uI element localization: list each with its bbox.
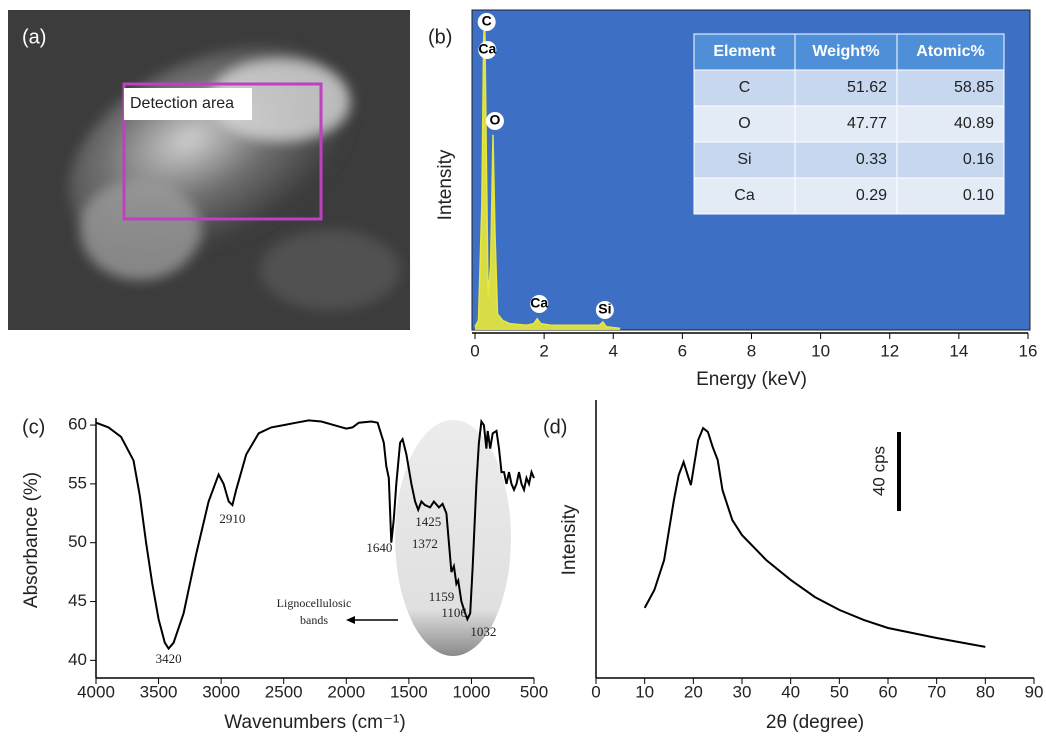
peak-label: 1106 — [441, 605, 467, 620]
y-tick-label: 55 — [68, 473, 87, 492]
x-tick-label: 50 — [830, 682, 849, 701]
peak-label: 1640 — [366, 540, 392, 555]
table-text: 0.16 — [963, 151, 994, 168]
x-tick-label: 80 — [976, 682, 995, 701]
x-tick-label: 0 — [591, 682, 600, 701]
panel-label: (a) — [22, 26, 46, 48]
x-tick-label: 0 — [470, 341, 479, 360]
peak-label: 3420 — [156, 651, 182, 666]
table-header: Atomic% — [916, 43, 984, 60]
x-tick-label: 3000 — [202, 682, 240, 701]
x-tick-label: 12 — [880, 341, 899, 360]
peak-label: O — [490, 112, 501, 128]
scale-bar-label: 40 cps — [869, 446, 888, 496]
peak-label: 2910 — [219, 511, 245, 526]
x-tick-label: 70 — [927, 682, 946, 701]
x-tick-label: 40 — [781, 682, 800, 701]
panel-label: (b) — [428, 26, 452, 48]
x-tick-label: 4 — [609, 341, 618, 360]
panel-label: (d) — [543, 416, 567, 438]
table-text: Si — [737, 151, 751, 168]
peak-label: 1159 — [429, 589, 455, 604]
arrow-head — [346, 616, 355, 624]
x-tick-label: 1500 — [390, 682, 428, 701]
table-header: Element — [713, 43, 776, 60]
table-text: 40.89 — [954, 115, 994, 132]
y-tick-label: 45 — [68, 591, 87, 610]
x-tick-label: 2 — [539, 341, 548, 360]
figure: Detection area (a) 40 cps 0 2 4 6 8 10 12 14 16 E… — [0, 0, 1046, 743]
y-axis-label: Absorbance (%) — [21, 472, 42, 608]
table-text: O — [738, 115, 750, 132]
x-tick-label: 6 — [678, 341, 687, 360]
sem-image: Detection area (a) — [8, 5, 410, 330]
peak-label: 1425 — [415, 514, 441, 529]
table-text: 58.85 — [954, 79, 994, 96]
table-text: Ca — [734, 187, 755, 204]
table-text: 0.10 — [963, 187, 994, 204]
x-tick-label: 30 — [733, 682, 752, 701]
x-tick-label: 20 — [684, 682, 703, 701]
y-tick-label: 60 — [68, 415, 87, 434]
y-tick-label: 40 — [68, 650, 87, 669]
table-text: 0.33 — [856, 151, 887, 168]
x-tick-label: 2500 — [265, 682, 303, 701]
x-tick-label: 2000 — [327, 682, 365, 701]
peak-label: C — [482, 13, 492, 29]
y-axis-label: Intensity — [435, 149, 456, 220]
peak-label: 1372 — [412, 536, 438, 551]
table-text: 47.77 — [847, 115, 887, 132]
x-axis-label: Wavenumbers (cm⁻¹) — [224, 712, 405, 733]
peak-label: Ca — [478, 41, 496, 57]
x-tick-label: 10 — [635, 682, 654, 701]
x-axis-label: Energy (keV) — [696, 369, 807, 390]
x-tick-label: 14 — [949, 341, 968, 360]
y-axis-label: Intensity — [559, 504, 580, 575]
page: {"image_panel": {"label": "(a)", "annota… — [0, 0, 1046, 743]
x-tick-label: 60 — [879, 682, 898, 701]
x-tick-label: 16 — [1019, 341, 1038, 360]
annotation: Detection area — [130, 95, 234, 112]
x-tick-label: 8 — [747, 341, 756, 360]
x-tick-label: 10 — [811, 341, 830, 360]
x-axis-label: 2θ (degree) — [766, 712, 864, 733]
x-tick-label: 500 — [520, 682, 548, 701]
peak-label: Ca — [530, 295, 548, 311]
band-annotation: Lignocellulosic — [277, 596, 352, 610]
table-text: 0.29 — [856, 187, 887, 204]
y-tick-label: 50 — [68, 532, 87, 551]
panel-label: (c) — [22, 416, 45, 438]
x-tick-label: 4000 — [77, 682, 115, 701]
x-tick-label: 3500 — [140, 682, 178, 701]
x-tick-label: 1000 — [453, 682, 491, 701]
data-line — [645, 428, 986, 647]
peak-label: 1032 — [470, 624, 496, 639]
x-tick-label: 90 — [1025, 682, 1044, 701]
peak-label: Si — [598, 301, 611, 317]
table-text: 51.62 — [847, 79, 887, 96]
table-header: Weight% — [812, 43, 879, 60]
band-annotation: bands — [300, 613, 328, 627]
table-text: C — [739, 79, 751, 96]
